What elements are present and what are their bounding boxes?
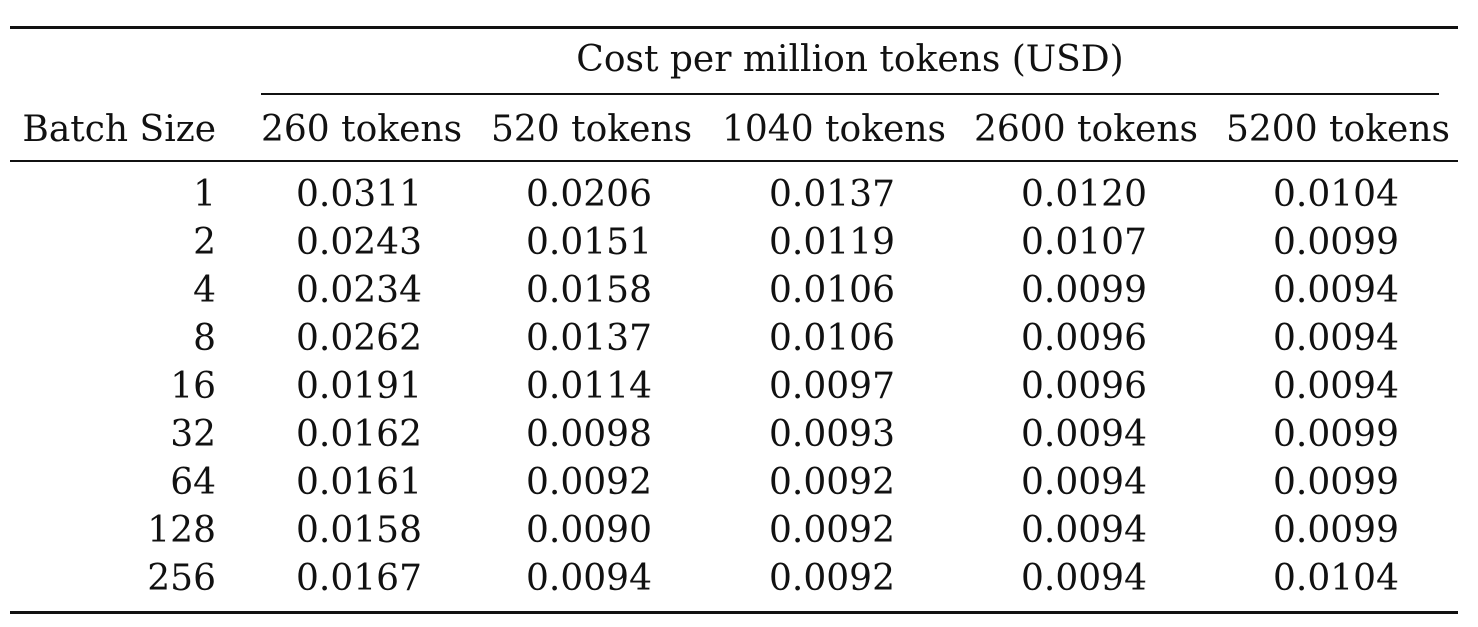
batch-size-cell: 8	[193, 318, 216, 359]
table-row: 8 0.0262 0.0137 0.0106 0.0096 0.0094	[10, 317, 1458, 365]
cost-cell: 0.0099	[1273, 510, 1399, 551]
cost-cell: 0.0099	[1273, 462, 1399, 503]
column-header-2600: 2600 tokens	[974, 109, 1198, 150]
table-row: 128 0.0158 0.0090 0.0092 0.0094 0.0099	[10, 509, 1458, 557]
cost-cell: 0.0191	[296, 366, 422, 407]
column-header-5200: 5200 tokens	[1226, 109, 1450, 150]
cost-cell: 0.0094	[1273, 318, 1399, 359]
cost-cell: 0.0099	[1273, 414, 1399, 455]
cost-cell: 0.0097	[769, 366, 895, 407]
cost-cell: 0.0161	[296, 462, 422, 503]
cost-cell: 0.0104	[1273, 558, 1399, 599]
table-body: 1 0.0311 0.0206 0.0137 0.0120 0.0104 2 0.0243 0.…	[10, 173, 1458, 605]
table-row: 4 0.0234 0.0158 0.0106 0.0099 0.0094	[10, 269, 1458, 317]
cost-cell: 0.0206	[526, 174, 652, 215]
cost-cell: 0.0106	[769, 318, 895, 359]
table-row: 64 0.0161 0.0092 0.0092 0.0094 0.0099	[10, 461, 1458, 509]
column-header-520: 520 tokens	[491, 109, 693, 150]
cost-cell: 0.0167	[296, 558, 422, 599]
cost-cell: 0.0093	[769, 414, 895, 455]
batch-size-cell: 64	[170, 462, 216, 503]
column-header-260: 260 tokens	[261, 109, 463, 150]
cost-cell: 0.0090	[526, 510, 652, 551]
cost-cell: 0.0107	[1021, 222, 1147, 263]
group-header: Cost per million tokens (USD)	[576, 39, 1124, 80]
group-header-rule	[261, 93, 1439, 95]
batch-size-cell: 1	[193, 174, 216, 215]
batch-size-cell: 256	[147, 558, 216, 599]
table-row: 1 0.0311 0.0206 0.0137 0.0120 0.0104	[10, 173, 1458, 221]
cost-cell: 0.0096	[1021, 318, 1147, 359]
cost-cell: 0.0094	[1273, 270, 1399, 311]
row-header-batch-size: Batch Size	[22, 109, 216, 150]
cost-cell: 0.0092	[769, 510, 895, 551]
cost-cell: 0.0262	[296, 318, 422, 359]
batch-size-cell: 128	[147, 510, 216, 551]
cost-cell: 0.0094	[526, 558, 652, 599]
cost-cell: 0.0114	[526, 366, 652, 407]
batch-size-cell: 32	[170, 414, 216, 455]
cost-cell: 0.0151	[526, 222, 652, 263]
table-row: 256 0.0167 0.0094 0.0092 0.0094 0.0104	[10, 557, 1458, 605]
cost-cell: 0.0094	[1273, 366, 1399, 407]
cost-cell: 0.0119	[769, 222, 895, 263]
cost-cell: 0.0099	[1273, 222, 1399, 263]
cost-cell: 0.0098	[526, 414, 652, 455]
cost-cell: 0.0099	[1021, 270, 1147, 311]
batch-size-cell: 4	[193, 270, 216, 311]
cost-cell: 0.0137	[769, 174, 895, 215]
bottom-rule	[10, 611, 1458, 614]
cost-cell: 0.0104	[1273, 174, 1399, 215]
cost-cell: 0.0096	[1021, 366, 1147, 407]
cost-cell: 0.0158	[526, 270, 652, 311]
cost-cell: 0.0094	[1021, 558, 1147, 599]
column-header-1040: 1040 tokens	[722, 109, 946, 150]
cost-cell: 0.0094	[1021, 462, 1147, 503]
table-row: 16 0.0191 0.0114 0.0097 0.0096 0.0094	[10, 365, 1458, 413]
cost-cell: 0.0094	[1021, 510, 1147, 551]
cost-cell: 0.0092	[526, 462, 652, 503]
cost-cell: 0.0243	[296, 222, 422, 263]
cost-cell: 0.0120	[1021, 174, 1147, 215]
cost-cell: 0.0234	[296, 270, 422, 311]
cost-cell: 0.0162	[296, 414, 422, 455]
batch-size-cell: 16	[170, 366, 216, 407]
table-row: 2 0.0243 0.0151 0.0119 0.0107 0.0099	[10, 221, 1458, 269]
cost-cell: 0.0092	[769, 558, 895, 599]
cost-cell: 0.0092	[769, 462, 895, 503]
cost-cell: 0.0158	[296, 510, 422, 551]
column-header-row: Batch Size 260 tokens 520 tokens 1040 to…	[10, 108, 1458, 152]
cost-cell: 0.0094	[1021, 414, 1147, 455]
header-rule	[10, 160, 1458, 162]
top-rule	[10, 26, 1458, 29]
cost-cell: 0.0137	[526, 318, 652, 359]
table-row: 32 0.0162 0.0098 0.0093 0.0094 0.0099	[10, 413, 1458, 461]
cost-cell: 0.0311	[296, 174, 422, 215]
cost-cell: 0.0106	[769, 270, 895, 311]
batch-size-cell: 2	[193, 222, 216, 263]
